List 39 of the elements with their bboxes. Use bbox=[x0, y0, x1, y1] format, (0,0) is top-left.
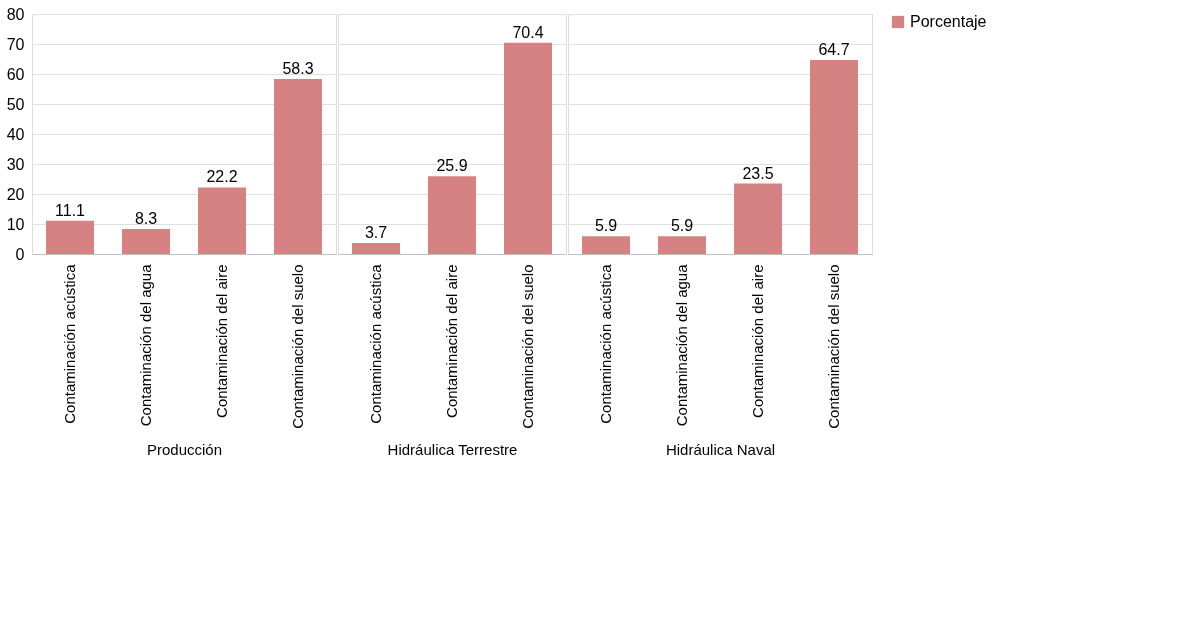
x-tick-label: Contaminación del suelo bbox=[289, 264, 306, 429]
x-axis-title: Producción bbox=[146, 440, 223, 458]
data-label: 22.2 bbox=[206, 168, 238, 186]
x-tick-label: Contaminación del agua bbox=[137, 263, 154, 427]
y-tick-label: 40 bbox=[6, 125, 25, 143]
x-tick-label: Contaminación del aire bbox=[443, 264, 460, 418]
data-label: 64.7 bbox=[818, 40, 850, 58]
data-label: 3.7 bbox=[364, 223, 388, 241]
y-tick-label: 20 bbox=[6, 185, 25, 203]
data-label: 5.9 bbox=[594, 217, 618, 235]
y-tick-label: 60 bbox=[6, 65, 25, 83]
y-tick-label: 80 bbox=[6, 5, 25, 23]
x-axis-title: Hidráulica Terrestre bbox=[387, 440, 518, 458]
y-tick-label: 70 bbox=[6, 35, 25, 53]
y-tick-label: 0 bbox=[15, 245, 25, 263]
x-tick-label: Contaminación del agua bbox=[673, 263, 690, 427]
x-tick-label: Contaminación del aire bbox=[749, 264, 766, 418]
x-tick-label: Contaminación del aire bbox=[213, 264, 230, 418]
bar bbox=[46, 220, 94, 254]
x-tick-label: Contaminación del suelo bbox=[519, 264, 536, 429]
x-tick-label: Contaminación del suelo bbox=[825, 264, 842, 429]
data-label: 11.1 bbox=[55, 201, 86, 219]
y-tick-label: 50 bbox=[6, 95, 25, 113]
bar bbox=[122, 229, 170, 254]
x-tick-label: Contaminación acústica bbox=[61, 263, 78, 424]
data-label: 25.9 bbox=[436, 157, 468, 175]
x-tick-label: Contaminación acústica bbox=[367, 263, 384, 424]
data-label: 58.3 bbox=[282, 60, 314, 78]
data-label: 5.9 bbox=[670, 217, 694, 235]
data-label: 8.3 bbox=[134, 210, 158, 228]
data-label: 70.4 bbox=[512, 23, 544, 41]
y-tick-label: 30 bbox=[6, 155, 25, 173]
legend-label: Porcentaje bbox=[910, 13, 987, 30]
y-tick-label: 10 bbox=[6, 215, 25, 233]
x-axis-title: Hidráulica Naval bbox=[665, 440, 776, 458]
data-label: 23.5 bbox=[742, 164, 774, 182]
x-tick-label: Contaminación acústica bbox=[597, 263, 614, 424]
bar bbox=[274, 79, 322, 254]
bar bbox=[198, 187, 246, 254]
